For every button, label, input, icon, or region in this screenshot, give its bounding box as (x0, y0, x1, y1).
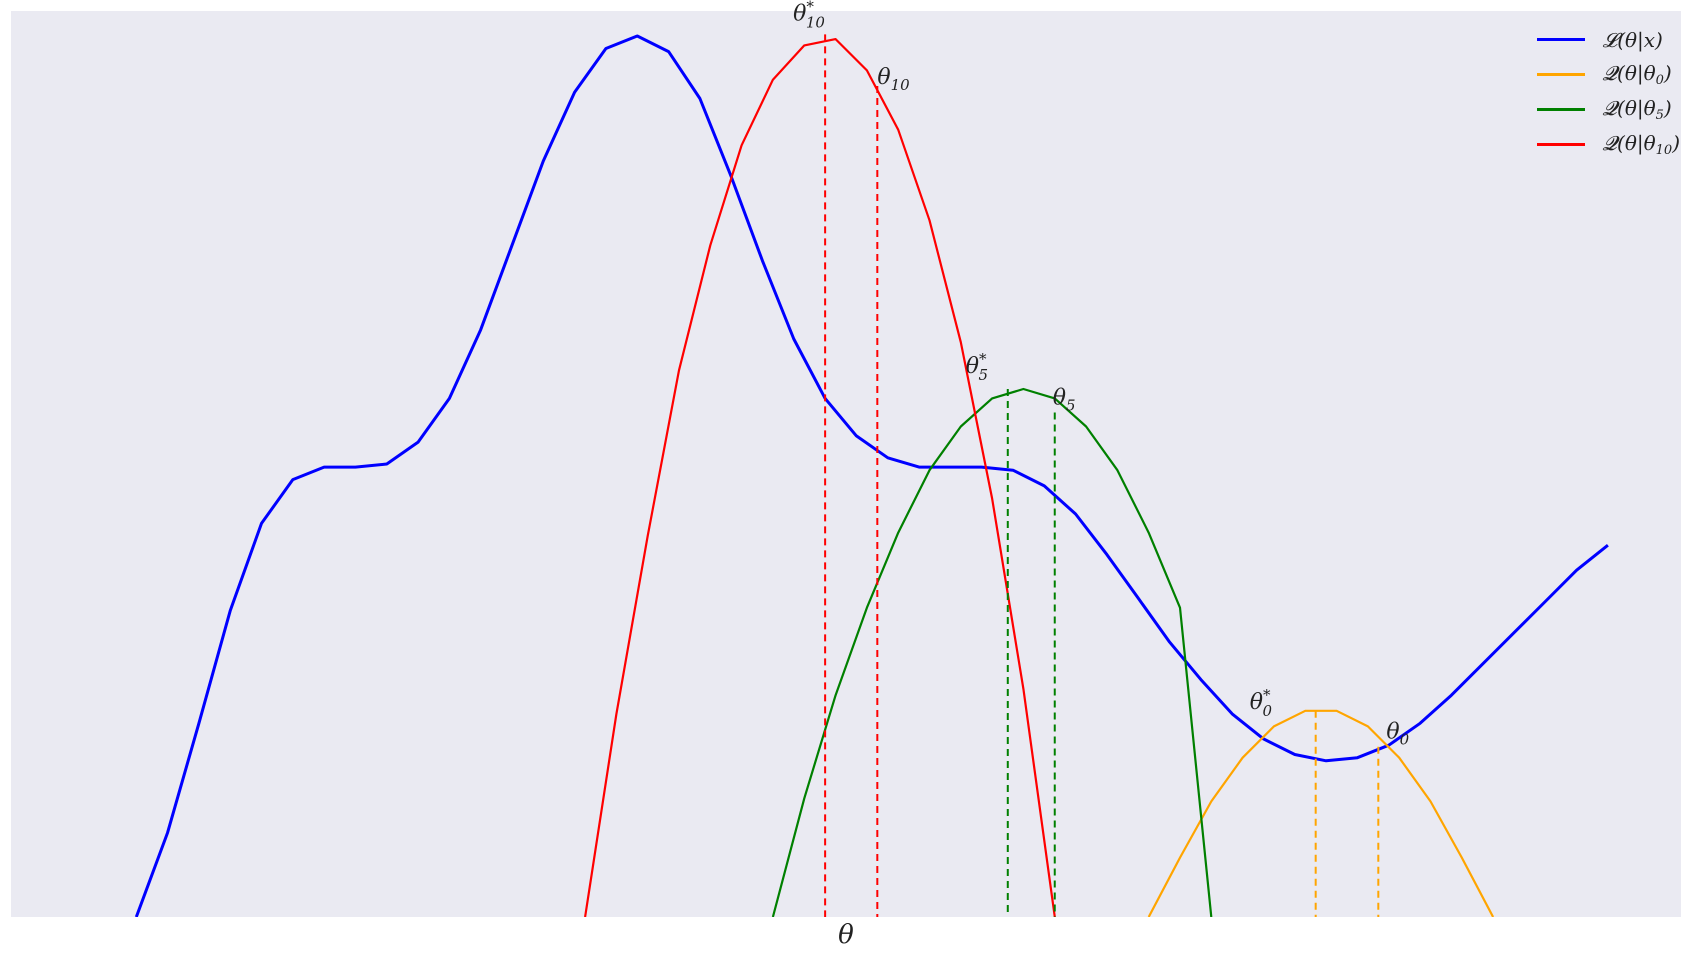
legend-label-main: 𝓛(θ|x) (1602, 27, 1663, 52)
annotation-layer: θ* 10 θ10 θ* 5 θ5 θ* 0 θ0 (793, 0, 1410, 917)
legend-item-1: 𝓠(θ|θ0) (1536, 57, 1680, 92)
legend-label-main: 𝓠(θ|θ (1602, 96, 1656, 120)
legend-swatch (1536, 143, 1585, 146)
series-line-0 (134, 34, 1609, 918)
legend-swatch (1536, 38, 1585, 41)
plot-area (11, 11, 1681, 917)
legend-item-3: 𝓠(θ|θ10) (1536, 127, 1680, 162)
plot-clip-cover-1 (0, 917, 1692, 958)
legend-label-tail: ) (1663, 96, 1672, 120)
plot-clip-cover-3 (1681, 0, 1692, 958)
series-line-1 (1147, 709, 1495, 918)
legend-label-main: 𝓠(θ|θ (1602, 61, 1656, 85)
legend-label-tail: ) (1672, 131, 1680, 155)
legend-item-0: 𝓛(θ|x) (1536, 22, 1680, 57)
legend-label-sub: 0 (1655, 73, 1664, 88)
legend-label: 𝓠(θ|θ5) (1603, 96, 1672, 123)
x-axis-label: θ (838, 920, 854, 950)
legend-label-main: 𝓠(θ|θ (1602, 131, 1656, 155)
annotation-label-4: θ* 0 (1250, 686, 1273, 720)
plot-clip-cover-0 (0, 0, 1692, 11)
legend-swatch (1536, 108, 1585, 111)
legend-label-sub: 5 (1655, 108, 1664, 123)
annotation-label-5: θ0 (1386, 720, 1409, 749)
annotation-label-1: θ10 (877, 65, 910, 94)
legend-label-sub: 10 (1655, 143, 1673, 158)
legend-label: 𝓠(θ|θ10) (1603, 131, 1680, 158)
legend: 𝓛(θ|x) 𝓠(θ|θ0) 𝓠(θ|θ5) 𝓠(θ|θ10) (1536, 22, 1680, 162)
legend-label-tail: ) (1663, 61, 1672, 85)
legend-swatch (1536, 73, 1585, 76)
legend-label: 𝓠(θ|θ0) (1603, 61, 1672, 88)
plot-clip-cover-2 (0, 0, 11, 958)
series-line-2 (771, 387, 1213, 918)
legend-label: 𝓛(θ|x) (1603, 28, 1663, 52)
annotation-label-0: θ* 10 (793, 0, 825, 31)
series-line-3 (584, 37, 1056, 918)
series-layer (134, 34, 1609, 918)
annotation-label-2: θ* 5 (966, 350, 988, 384)
legend-item-2: 𝓠(θ|θ5) (1536, 92, 1680, 127)
annotation-label-3: θ5 (1053, 385, 1076, 414)
